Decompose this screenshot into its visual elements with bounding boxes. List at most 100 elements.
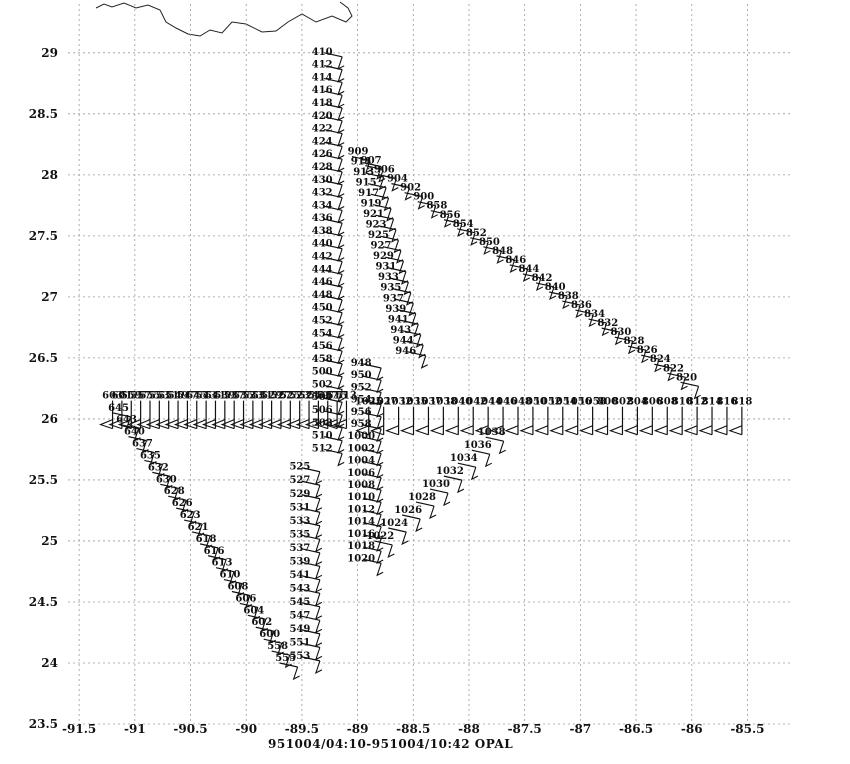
barb-staff [380, 235, 399, 241]
wind-barb [301, 480, 323, 499]
barb-flag [376, 392, 384, 406]
wind-barb [363, 546, 384, 565]
time-label: 850 [479, 237, 500, 248]
time-label: 1028 [408, 492, 436, 503]
time-label: 645 [108, 403, 129, 414]
barb-staff [601, 327, 620, 333]
barb-flag [667, 368, 675, 382]
wind-barb [363, 497, 384, 516]
time-label: 508 [312, 418, 333, 429]
time-label: 446 [312, 277, 333, 288]
barb-staff [168, 495, 187, 501]
wind-barb [509, 264, 530, 282]
wind-barb [485, 436, 506, 455]
wind-barb [683, 406, 698, 436]
barb-flag [376, 538, 384, 552]
time-label: 637 [132, 439, 153, 450]
time-label: 1032 [436, 466, 464, 477]
barb-staff [363, 363, 382, 369]
barb-flag [201, 419, 216, 430]
wind-barb [276, 400, 291, 430]
wind-barb [145, 400, 160, 430]
barb-staff [363, 509, 382, 516]
time-label: 412 [312, 60, 333, 71]
barb-flag [498, 441, 506, 455]
barb-staff [680, 381, 699, 387]
barb-flag [443, 214, 452, 228]
barb-staff [247, 614, 266, 620]
barb-flag [355, 425, 369, 436]
barb-staff [144, 459, 163, 466]
time-label: 632 [148, 462, 169, 473]
barb-staff [128, 436, 147, 442]
time-label: 820 [676, 372, 697, 383]
time-label: 911 [351, 157, 372, 168]
time-label: 1030 [422, 479, 450, 490]
wind-barb [638, 406, 653, 436]
barb-flag [314, 647, 323, 661]
axis-ticks: -91.5 -91 -90.5 -90 -89.5 -89 -88.5 -88 -87.5 -87… [29, 46, 765, 736]
barb-flag [638, 425, 653, 436]
x-tick-label: -88.5 [396, 722, 430, 736]
barb-flag [276, 419, 291, 430]
wind-barb [324, 448, 345, 467]
wind-barb [301, 467, 323, 485]
x-tick-label: -86 [681, 722, 703, 736]
time-label: 1000 [347, 431, 375, 442]
time-label: 545 [186, 391, 207, 402]
barb-flag [337, 312, 345, 326]
barb-staff [397, 309, 416, 315]
wind-barb [575, 309, 596, 328]
barb-flag [337, 440, 345, 454]
time-label: 506 [312, 405, 333, 416]
wind-barb [127, 400, 142, 430]
time-label: 907 [361, 156, 382, 167]
barb-flag [98, 419, 113, 430]
barb-staff [404, 192, 423, 198]
wind-barb [351, 155, 373, 174]
time-label: 923 [366, 220, 387, 231]
barb-staff [367, 183, 387, 189]
barb-flag [145, 419, 160, 430]
wind-barb [355, 406, 370, 436]
time-label: 925 [368, 230, 389, 241]
time-label: 557 [130, 391, 151, 402]
barb-flag [211, 419, 226, 430]
time-label: 1037 [415, 397, 443, 408]
wind-barb [363, 400, 384, 418]
barb-flag [614, 331, 623, 346]
time-label: 954 [351, 395, 372, 406]
time-label: 927 [371, 241, 392, 252]
time-label: 549 [168, 391, 189, 402]
barb-staff [324, 436, 343, 442]
wind-barb [443, 475, 465, 494]
barb-flag [443, 492, 451, 507]
wind-barb [258, 400, 273, 430]
y-tick-label: 23.5 [29, 717, 58, 731]
wind-barb [363, 436, 384, 455]
time-label: 519 [308, 391, 329, 402]
barb-flag [509, 259, 517, 273]
time-label: 426 [312, 149, 333, 160]
wind-barb [363, 363, 384, 382]
y-tick-label: 29 [41, 46, 58, 60]
wind-barb [374, 540, 395, 559]
time-label: 535 [289, 529, 310, 540]
barb-flag [314, 485, 323, 499]
wind-barb [623, 406, 638, 436]
coastline [95, 1, 353, 37]
y-tick-label: 28 [41, 168, 58, 182]
time-label: 434 [312, 200, 333, 211]
time-label: 543 [196, 391, 217, 402]
time-label: 553 [289, 651, 310, 662]
barb-staff [627, 345, 647, 351]
time-label: 832 [597, 318, 618, 329]
time-label: 852 [466, 228, 487, 239]
barb-flag [337, 210, 345, 224]
time-label: 806 [642, 397, 663, 408]
time-label: 531 [289, 502, 310, 513]
time-label: 915 [356, 178, 377, 189]
time-label: 1020 [347, 553, 375, 564]
barb-flag [387, 544, 395, 559]
